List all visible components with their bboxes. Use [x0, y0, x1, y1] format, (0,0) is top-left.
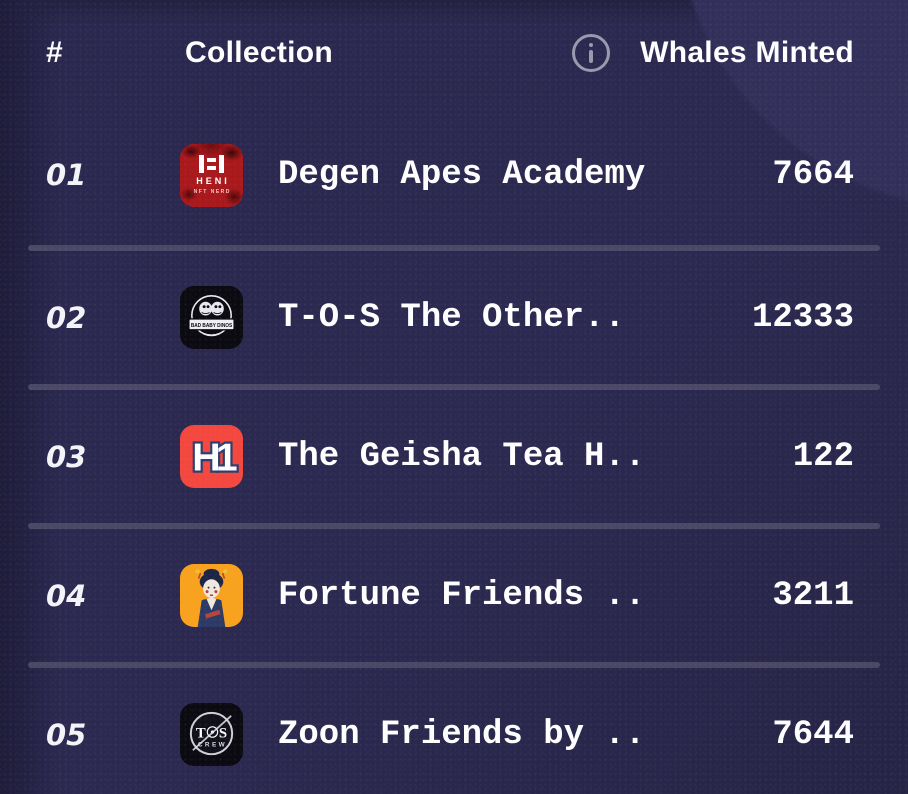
tos-crew-emblem: T☉S CREW: [189, 711, 234, 756]
dinos-emblem: BAD BABY DINOS: [188, 295, 235, 337]
row-divider: [28, 662, 880, 668]
whales-minted-value: 3211: [772, 576, 854, 615]
dinos-banner-text: BAD BABY DINOS: [191, 323, 232, 329]
bad-baby-dinos-collection-icon: BAD BABY DINOS: [180, 286, 243, 349]
collection-name: Zoon Friends by ..: [278, 715, 646, 754]
whales-minted-value: 7664: [772, 156, 854, 194]
table-row[interactable]: 04 Fortune Friends .. 3211: [0, 529, 908, 662]
rank-column-header: #: [46, 35, 63, 69]
heni-logo-text: HENI: [196, 176, 230, 186]
rank-label: 04: [46, 578, 87, 613]
heni-collection-icon: HENI NFT NERD: [180, 143, 243, 207]
tos-crew-collection-icon: T☉S CREW: [180, 703, 243, 766]
collection-column-header: Collection: [185, 35, 334, 69]
h1-logo-text: H1: [192, 435, 237, 479]
info-icon[interactable]: [572, 33, 611, 72]
row-divider: [28, 384, 880, 390]
heni-logo-glyph: [199, 155, 224, 173]
heni-logo-subtext: NFT NERD: [193, 189, 231, 195]
tos-logo-subtext: CREW: [198, 741, 227, 748]
rank-label: 02: [46, 300, 87, 335]
collection-name: The Geisha Tea H..: [278, 437, 646, 476]
table-row[interactable]: 05 T☉S CREW Zoon Friends by .. 7644: [0, 668, 908, 794]
row-divider: [28, 245, 880, 251]
table-header: # Collection Whales Minted: [0, 0, 908, 105]
table-row[interactable]: 03 H1 The Geisha Tea H.. 122: [0, 390, 908, 523]
geisha-figure: [195, 568, 228, 627]
table-row[interactable]: 01 HENI NFT NERD Degen Apes Academy 7664: [0, 105, 908, 245]
collection-name: Fortune Friends ..: [278, 576, 646, 615]
collection-name: Degen Apes Academy: [278, 156, 646, 194]
collection-name: T-O-S The Other..: [278, 298, 625, 337]
rank-label: 03: [46, 439, 87, 474]
rank-label: 05: [46, 717, 87, 752]
whales-minted-column-header: Whales Minted: [640, 35, 854, 69]
whales-minted-value: 122: [792, 437, 854, 476]
row-divider: [28, 523, 880, 529]
table-row[interactable]: 02 BAD BABY DINOS T-O-S The Other.. 1233…: [0, 251, 908, 384]
rank-label: 01: [46, 158, 87, 192]
h1-collection-icon: H1: [180, 425, 243, 488]
fortune-friends-collection-icon: [180, 564, 243, 627]
h1-logo: H1: [190, 433, 243, 481]
whales-minted-value: 7644: [772, 715, 854, 754]
whales-minted-value: 12333: [751, 298, 854, 337]
